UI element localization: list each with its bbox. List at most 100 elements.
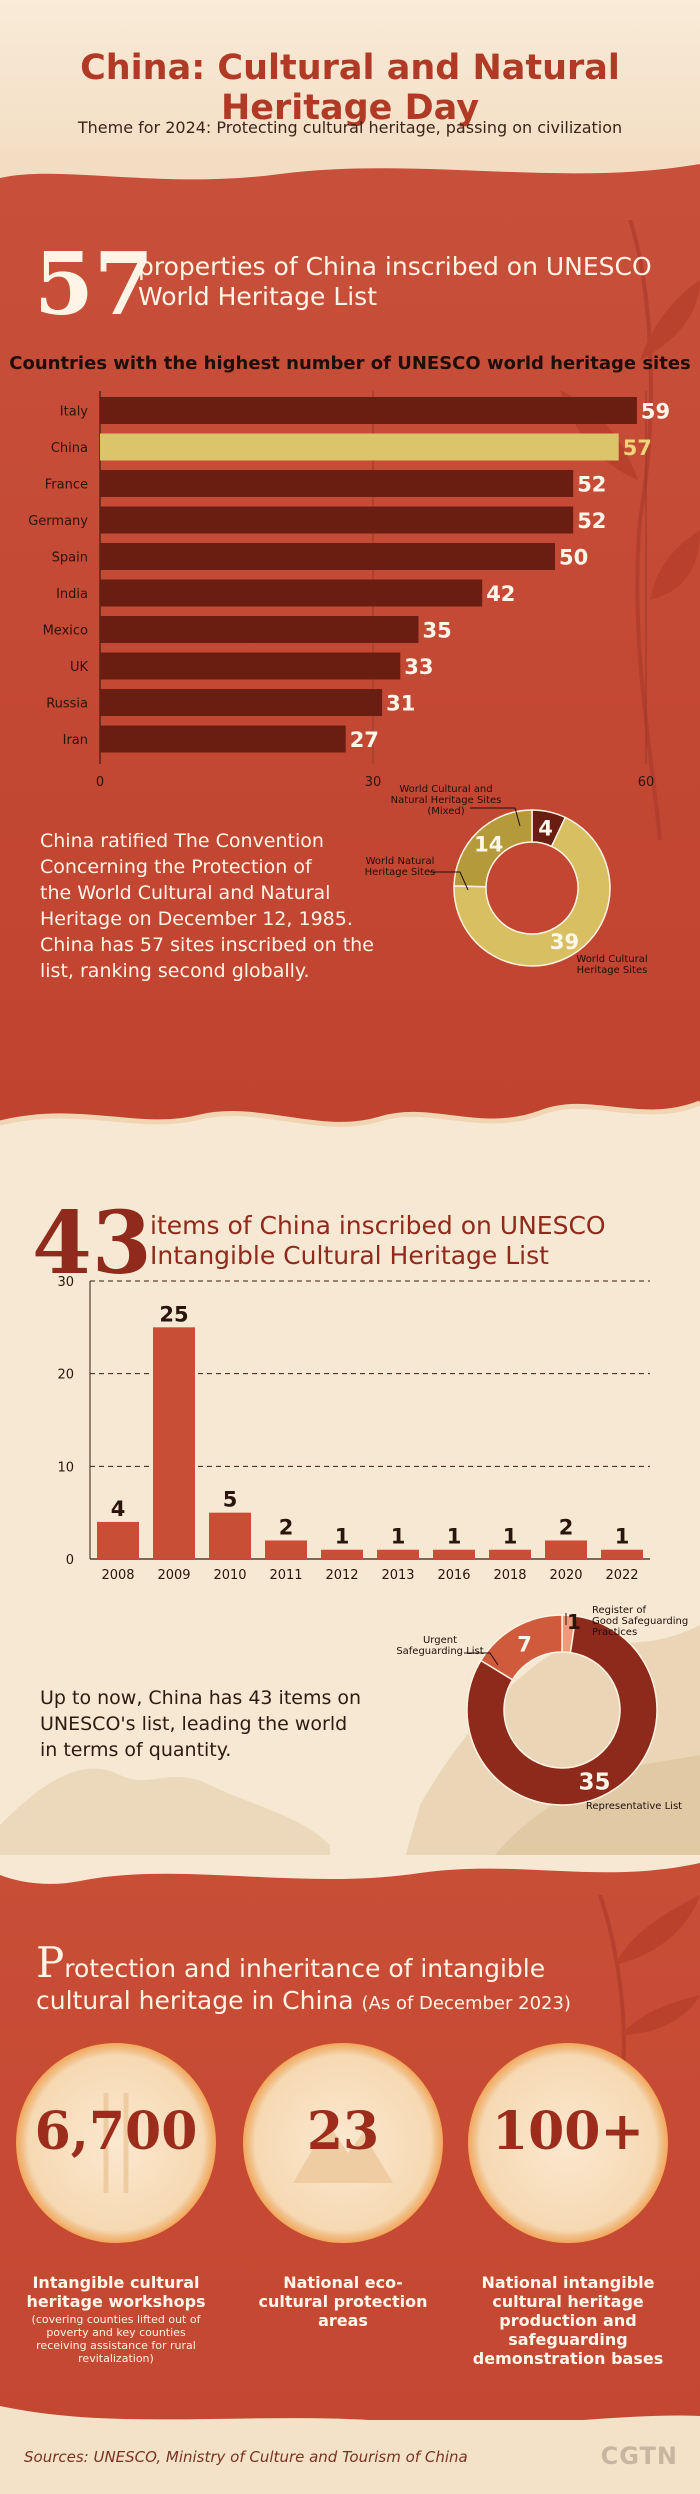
bar <box>489 1549 531 1559</box>
x-tick-label: 2011 <box>269 1568 302 1583</box>
whl-paragraph: China ratified The Convention Concerning… <box>40 828 374 984</box>
intangible-heritage-section: 43 items of China inscribed on UNESCO In… <box>0 1083 700 1875</box>
protection-title-line2: cultural heritage in China (As of Decemb… <box>36 1985 571 2020</box>
bar-value-label: 4 <box>111 1497 126 1521</box>
category-label: Iran <box>63 733 88 748</box>
x-tick-label: 0 <box>96 775 104 790</box>
bar-value-label: 50 <box>559 546 588 570</box>
bar-value-label: 1 <box>391 1525 406 1549</box>
cloud-divider <box>0 1083 700 1127</box>
slice-value-label: 4 <box>538 817 553 841</box>
page-title: China: Cultural and Natural Heritage Day <box>80 48 620 128</box>
mountain-icon <box>293 2123 393 2183</box>
slice-name-label: Urgent <box>423 1635 457 1646</box>
protection-section: Protection and inheritance of intangible… <box>0 1855 700 2435</box>
cloud-divider <box>0 1855 700 1884</box>
bar <box>545 1540 587 1559</box>
ich-paragraph: Up to now, China has 43 items on UNESCO'… <box>40 1685 361 1763</box>
slice-name-label: Heritage Sites <box>577 965 648 976</box>
paintbrush-icon <box>103 2093 129 2193</box>
x-tick-label: 30 <box>365 775 382 790</box>
bar <box>100 652 401 680</box>
category-label: France <box>45 478 88 493</box>
bar <box>97 1521 139 1559</box>
ich-paragraph-line: Up to now, China has 43 items on <box>40 1687 362 1709</box>
protection-title-line1: Protection and inheritance of intangible <box>36 1942 571 1985</box>
category-label: India <box>56 587 88 602</box>
bar-value-label: 2 <box>559 1515 574 1539</box>
category-label: Russia <box>46 697 88 712</box>
ich-count-number: 43 <box>32 1193 152 1294</box>
stat-circle-workshops: 6,700 <box>16 2043 216 2243</box>
bar <box>100 433 619 461</box>
world-heritage-bar-chart: Countries with the highest number of UNE… <box>9 353 691 790</box>
slice-name-label: Good Safeguarding <box>592 1616 688 1627</box>
slice-value-label: 35 <box>578 1769 610 1795</box>
whl-paragraph-line: list, ranking second globally. <box>40 960 310 982</box>
x-tick-label: 2008 <box>101 1568 134 1583</box>
stat-circle-eco-areas: 23 <box>243 2043 443 2243</box>
whl-headline-line2: World Heritage List <box>138 282 378 311</box>
bar <box>100 506 574 534</box>
whl-paragraph-line: China ratified The Convention <box>40 830 324 852</box>
slice-value-label: 39 <box>550 930 579 954</box>
bar-value-label: 5 <box>223 1488 238 1512</box>
bar <box>433 1549 475 1559</box>
world-heritage-section: 57 properties of China inscribed on UNES… <box>0 150 700 1110</box>
stat-value: 100+ <box>491 2101 645 2162</box>
category-label: Germany <box>28 514 88 529</box>
ich-paragraph-line: in terms of quantity. <box>40 1739 232 1761</box>
donut-slice <box>453 809 533 888</box>
bar <box>100 397 637 424</box>
bar-value-label: 42 <box>486 582 515 606</box>
category-label: Italy <box>60 405 89 420</box>
whl-headline-line1: properties of China inscribed on UNESCO <box>138 252 652 281</box>
whl-headline: properties of China inscribed on UNESCO … <box>138 252 652 312</box>
stat-label: National eco-cultural protection areas <box>258 2273 428 2330</box>
slice-name-label: Practices <box>592 1627 637 1638</box>
ich-headline-line2: Intangible Cultural Heritage List <box>150 1241 549 1270</box>
x-tick-label: 2016 <box>437 1568 470 1583</box>
footer-section: Sources: UNESCO, Ministry of Culture and… <box>0 2406 700 2494</box>
bar-value-label: 33 <box>404 655 433 679</box>
bar <box>209 1512 251 1559</box>
bar-value-label: 27 <box>350 728 379 752</box>
bar-value-label: 1 <box>335 1525 350 1549</box>
bar-value-label: 1 <box>503 1525 518 1549</box>
x-tick-label: 2018 <box>493 1568 526 1583</box>
category-label: China <box>51 441 88 456</box>
slice-value-label: 1 <box>567 1610 581 1634</box>
bar <box>321 1549 363 1559</box>
sources-text: Sources: UNESCO, Ministry of Culture and… <box>24 2448 468 2466</box>
slice-name-label: World Cultural <box>576 954 647 965</box>
intangible-heritage-bar-chart: 0 10 20 30 4 2008 25 2009 5 2010 2 2011 1 2012 1 2013 1 2… <box>57 1275 650 1583</box>
whl-paragraph-line: the World Cultural and Natural <box>40 882 331 904</box>
bar <box>377 1549 419 1559</box>
stat-value: 6,700 <box>34 2101 198 2162</box>
category-label: Mexico <box>43 624 88 639</box>
wave-divider <box>0 150 700 180</box>
leader-line <box>430 871 469 891</box>
y-tick-label: 10 <box>57 1460 74 1475</box>
bar <box>153 1327 195 1559</box>
slice-name-label: (Mixed) <box>427 806 464 817</box>
bar-value-label: 35 <box>423 619 452 643</box>
slice-value-label: 14 <box>474 833 503 857</box>
slice-name-label: Representative List <box>586 1801 682 1812</box>
stat-label: National intangible cultural heritage pr… <box>472 2273 664 2368</box>
slice-name-label: World Cultural and <box>399 784 492 795</box>
category-label: Spain <box>52 551 88 566</box>
bar-value-label: 31 <box>386 692 415 716</box>
bar-value-label: 52 <box>577 509 606 533</box>
bar-value-label: 2 <box>279 1515 294 1539</box>
x-tick-label: 2013 <box>381 1568 414 1583</box>
category-label: UK <box>70 660 89 675</box>
protection-title-initial: P <box>36 1938 65 1987</box>
bar-value-label: 52 <box>577 473 606 497</box>
stat-circle-bases: 100+ <box>468 2043 668 2243</box>
x-tick-label: 2009 <box>157 1568 190 1583</box>
whl-paragraph-line: Concerning the Protection of <box>40 856 312 878</box>
bar <box>100 689 383 716</box>
